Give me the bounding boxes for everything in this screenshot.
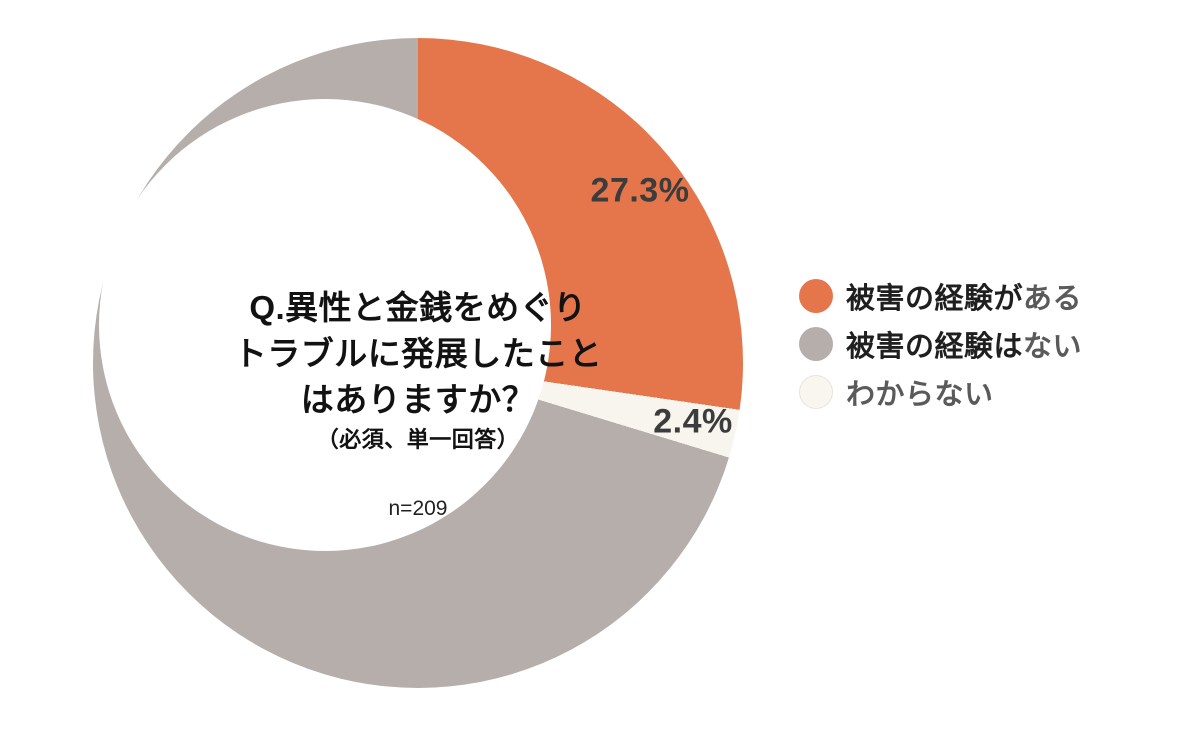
question-line-2: トラブルに発展したこと (233, 335, 603, 372)
slice-label-not-experienced: 70.3% (152, 176, 252, 215)
question-line-3: はありますか？ (300, 381, 536, 418)
slice-label-dont-know: 2.4% (653, 402, 733, 441)
legend-label-suffix: わからない (846, 379, 994, 411)
legend-swatch-gray (799, 327, 833, 361)
chart-center-text: Q.異性と金銭をめぐり トラブルに発展したこと はありますか？ （必須、単一回答… (93, 285, 743, 521)
question-note: （必須、単一回答） (316, 427, 520, 452)
legend-swatch-orange (799, 279, 833, 313)
legend-label-experienced: 被害の経験がある (846, 275, 1082, 317)
sample-size: n=209 (388, 497, 448, 520)
legend-item-not-experienced: 被害の経験はない (799, 320, 1082, 368)
legend-label-suffix: ある (1023, 283, 1083, 315)
slice-label-experienced: 27.3% (590, 171, 690, 210)
question-line-1: Q.異性と金銭をめぐり (249, 289, 587, 326)
legend-label-suffix: ない (1023, 331, 1083, 363)
legend-item-dont-know: わからない (799, 368, 1082, 416)
legend-label-prefix: 被害の経験は (846, 331, 1024, 363)
legend-swatch-cream (799, 375, 833, 409)
legend-label-not-experienced: 被害の経験はない (846, 323, 1082, 365)
legend-label-dont-know: わからない (846, 371, 994, 413)
legend-item-experienced: 被害の経験がある (799, 272, 1082, 320)
chart-legend: 被害の経験がある 被害の経験はない わからない (799, 272, 1082, 416)
donut-hole (99, 99, 551, 551)
legend-label-prefix: 被害の経験が (846, 283, 1024, 315)
